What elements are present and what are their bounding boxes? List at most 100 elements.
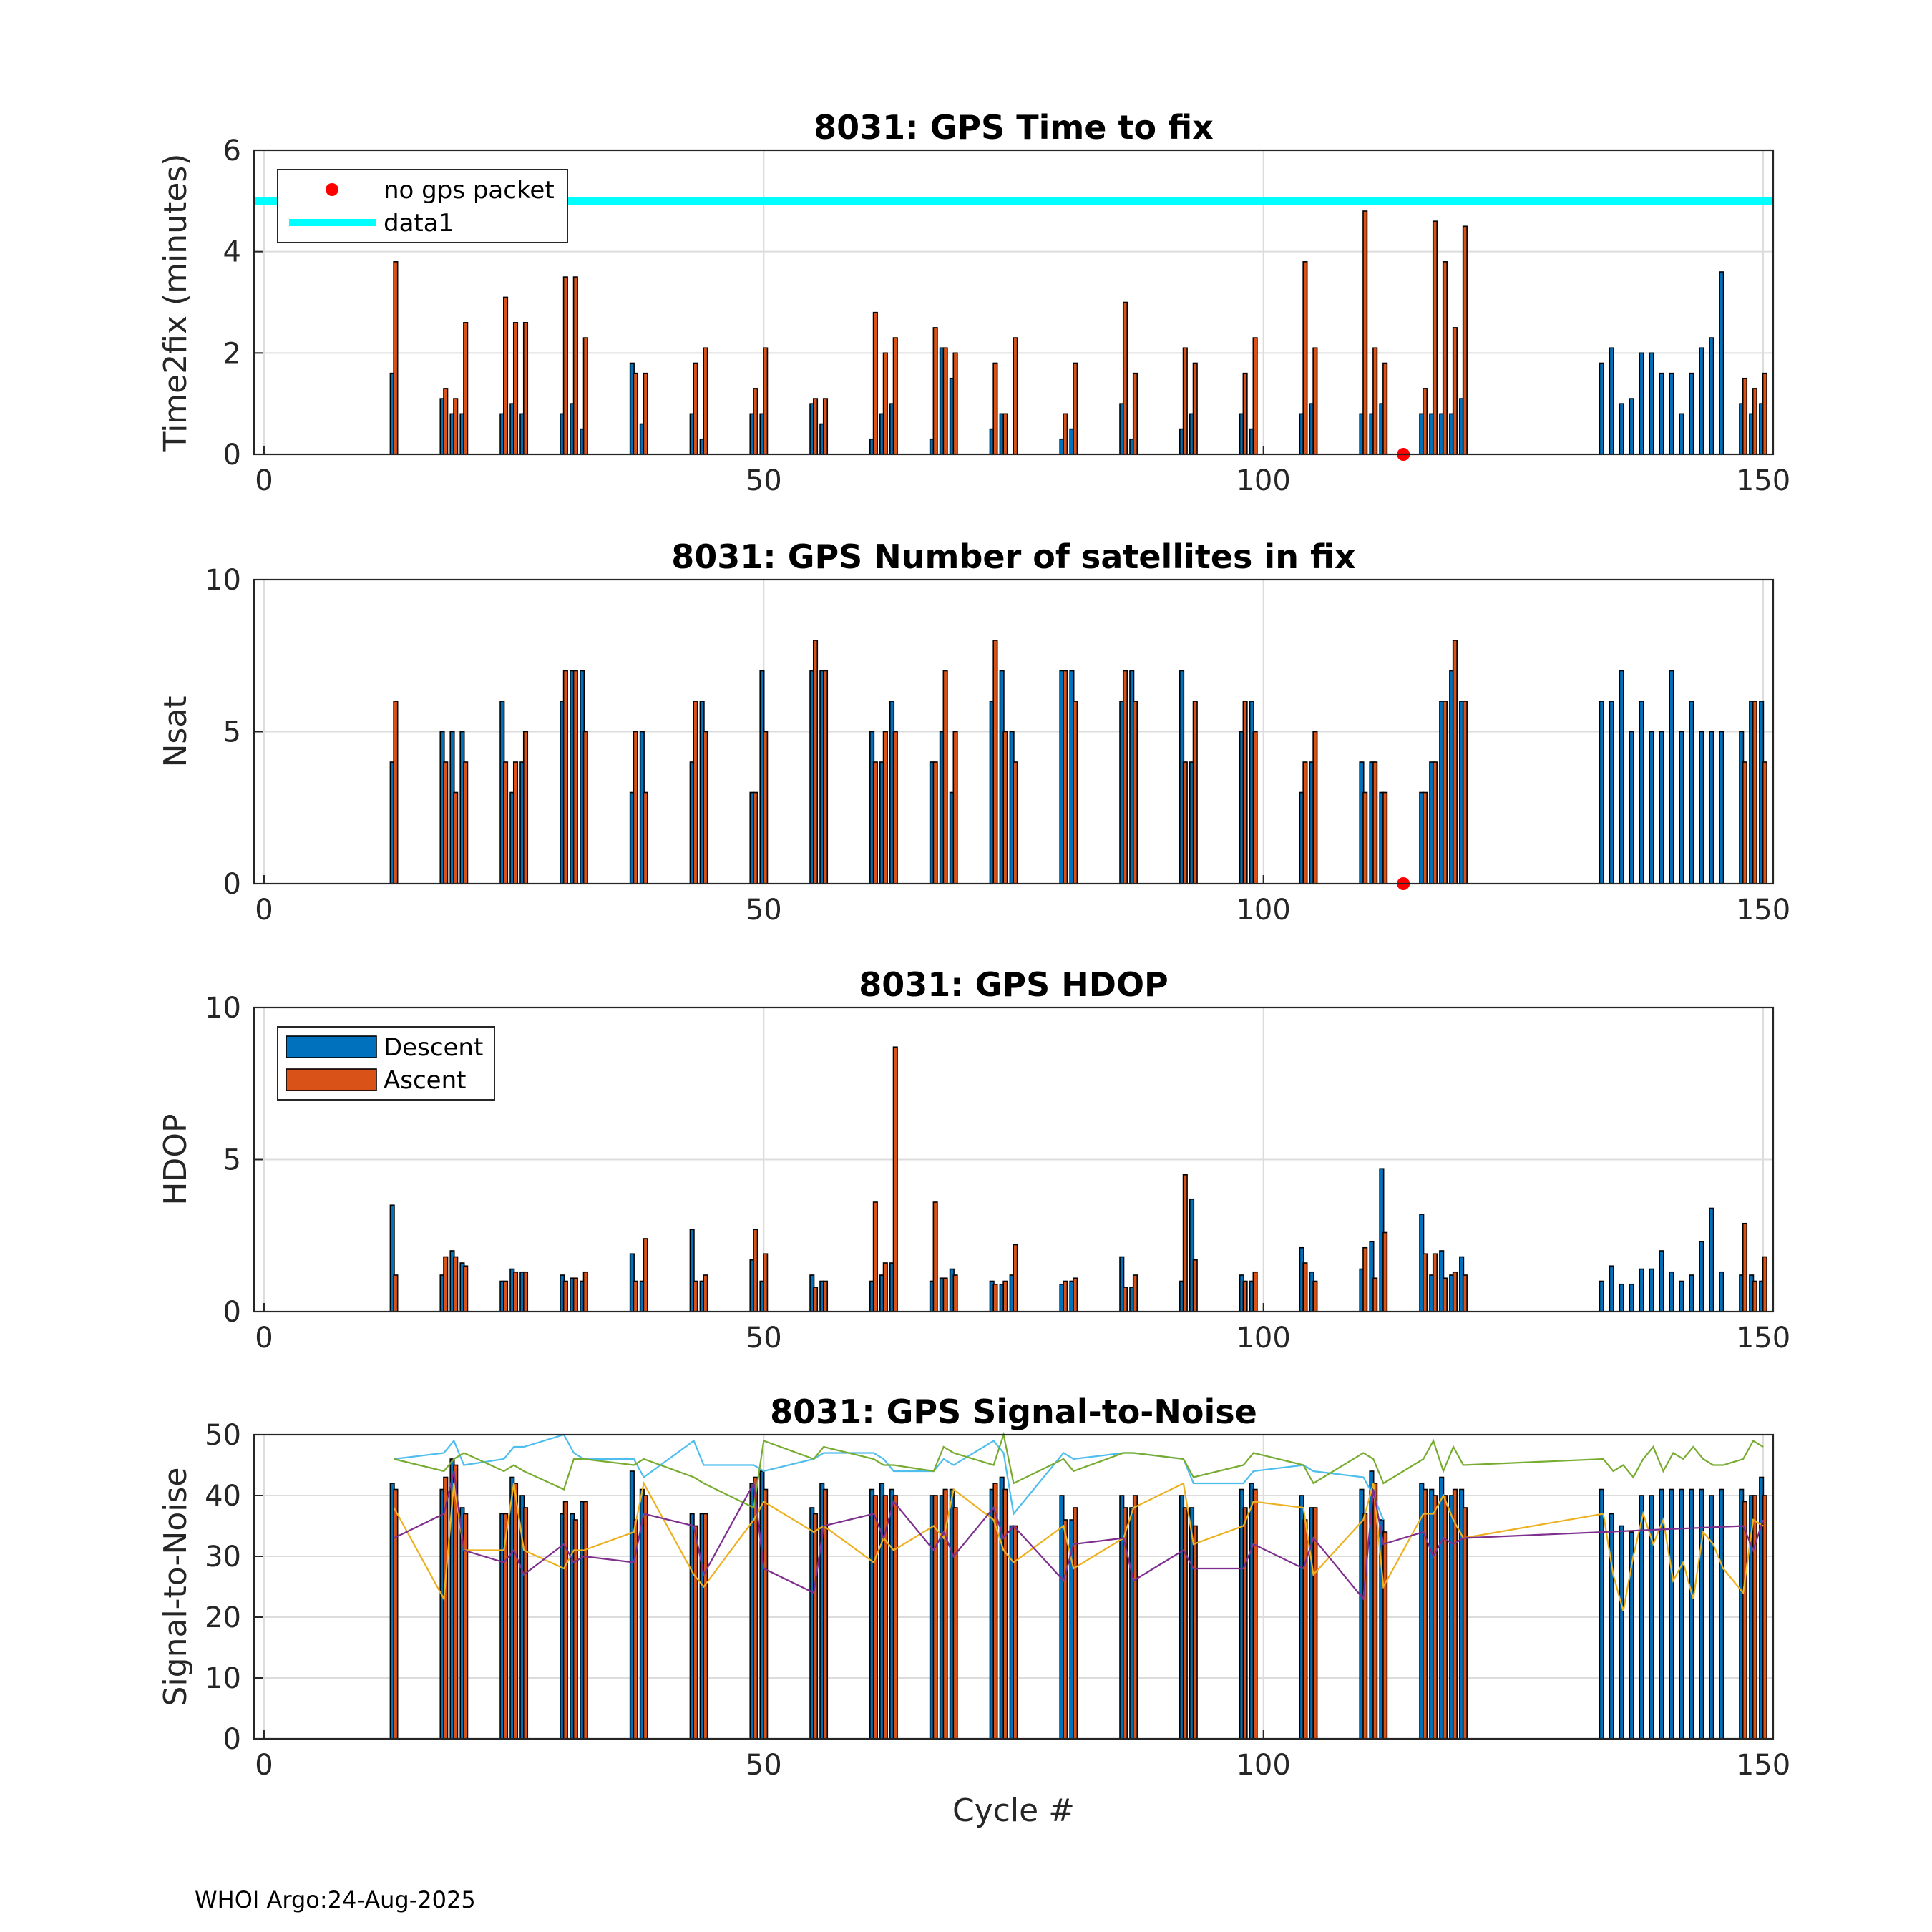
bar-ascent [1442,701,1448,884]
bar-ascent [572,1277,578,1312]
bar-ascent [393,1488,399,1740]
bar-descent [1679,1280,1684,1312]
bar-ascent [952,1274,958,1312]
bar-descent [1689,1274,1694,1312]
bar-ascent [1432,220,1438,455]
bar-ascent [572,276,578,455]
bar-ascent [1013,761,1018,884]
bar-ascent [1063,1280,1068,1312]
bar-ascent [503,296,509,455]
y-tick-label: 4 [223,236,241,269]
x-axis-label: Cycle # [952,1792,1075,1829]
bar-ascent [882,731,888,884]
bar-ascent [1362,1513,1368,1740]
bar-ascent [1742,1501,1748,1740]
bar-ascent [942,1277,948,1312]
bar-ascent [572,1519,578,1740]
bar-ascent [1252,731,1258,884]
bar-ascent [512,1483,519,1740]
bar-ascent [942,347,948,455]
y-tick-label: 40 [205,1480,241,1513]
y-tick-label: 2 [223,337,241,370]
bar-ascent [1063,670,1068,884]
bar-ascent [872,1201,878,1312]
bar-ascent [1752,388,1757,455]
bar-descent [1619,1283,1624,1312]
y-tick-label: 20 [205,1601,241,1634]
chart-title: 8031: GPS Signal-to-Noise [770,1392,1257,1431]
bar-ascent [1002,1280,1008,1312]
bar-ascent [1192,1525,1198,1740]
bar-descent [1599,1488,1604,1740]
bar-ascent [1122,1287,1128,1312]
bar-ascent [753,1229,758,1312]
bar-ascent [562,276,568,455]
bar-descent [1649,1268,1654,1312]
bar-ascent [882,1262,888,1312]
bar-ascent [1432,1253,1438,1312]
bar-ascent [932,1495,938,1740]
bar-ascent [992,1283,998,1312]
bar-descent [1709,337,1714,455]
bar-ascent [572,670,578,884]
legend-marker-no-gps [326,183,338,196]
axes-box [253,1433,1775,1740]
bar-ascent [1312,731,1318,884]
bar-ascent [1462,225,1468,455]
x-tick-label: 150 [1736,1322,1790,1355]
bar-descent [1669,372,1674,455]
bar-ascent [1242,701,1248,884]
bar-ascent [1073,1277,1078,1312]
bar-ascent [522,1271,529,1312]
y-tick-label: 10 [205,1662,241,1695]
bar-ascent [1382,1231,1388,1312]
bar-ascent [693,362,698,455]
bar-ascent [1302,761,1308,884]
bar-ascent [1462,1274,1468,1312]
bar-descent [1609,1265,1614,1312]
bar-ascent [1302,1262,1308,1312]
bar-ascent [1382,1531,1388,1740]
bar-ascent [703,1274,708,1312]
bar-descent [1649,352,1654,455]
bar-ascent [1442,1495,1448,1740]
x-tick-label: 50 [746,1749,782,1782]
bar-descent [1709,1495,1714,1740]
bar-ascent [443,1476,449,1740]
bar-ascent [463,322,469,455]
bar-ascent [1192,701,1198,884]
bar-ascent [443,761,449,884]
bar-ascent [1442,1277,1448,1312]
bar-descent [1669,670,1674,884]
bar-ascent [1192,362,1198,455]
bar-ascent [643,791,648,884]
legend-box [277,169,568,243]
bar-ascent [633,372,638,455]
bar-ascent [763,1253,769,1312]
legend-label: Ascent [384,1066,466,1095]
bar-descent [1719,731,1724,884]
bar-descent [1599,1280,1604,1312]
footer-credit: WHOI Argo:24-Aug-2025 [195,1886,476,1913]
legend-label: data1 [384,209,454,238]
bar-ascent [1073,1507,1078,1740]
bar-ascent [1182,1174,1188,1312]
bar-ascent [952,731,958,884]
bar-descent [1699,1241,1704,1312]
legend-swatch-descent [286,1035,377,1058]
bar-ascent [393,261,399,455]
bar-descent [1699,731,1704,884]
axes-box [253,578,1775,885]
bar-ascent [1132,1495,1138,1740]
bar-ascent [463,1265,469,1312]
bar-descent [1609,347,1614,455]
bar-ascent [1452,327,1458,455]
bar-ascent [932,327,938,455]
bar-descent [1629,398,1634,455]
bar-descent [1619,403,1624,455]
bar-ascent [1372,1277,1378,1312]
bar-ascent [1242,1507,1248,1740]
x-tick-label: 100 [1236,894,1290,927]
bar-ascent [522,731,529,884]
y-tick-label: 10 [205,564,241,597]
